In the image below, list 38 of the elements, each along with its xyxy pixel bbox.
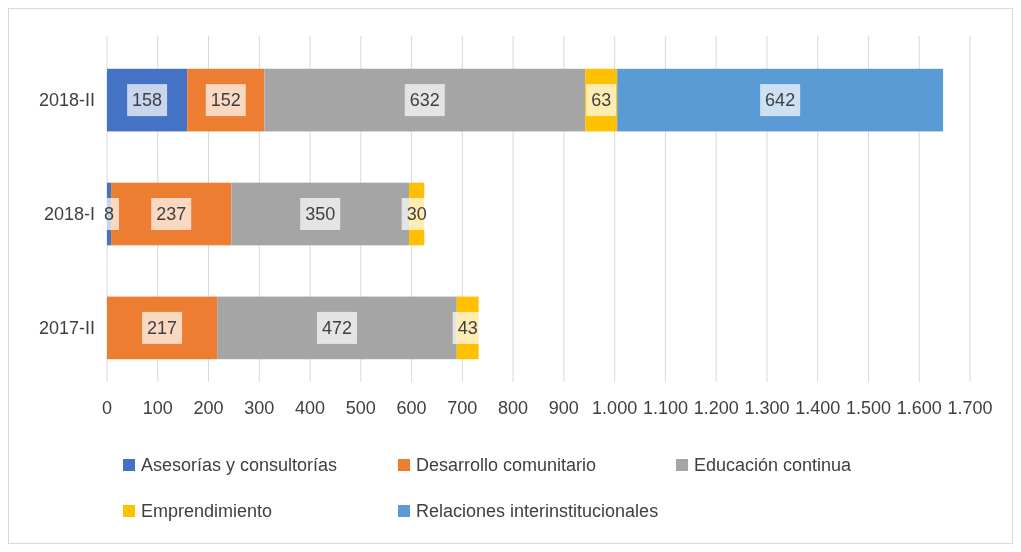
- data-label: 217: [147, 318, 178, 339]
- x-tick-label: 1.300: [744, 398, 790, 418]
- x-tick-label: 1.600: [896, 398, 942, 418]
- legend-label: Desarrollo comunitario: [416, 455, 597, 476]
- data-label: 152: [210, 90, 241, 111]
- data-label: 642: [765, 90, 796, 111]
- x-tick-label: 600: [396, 398, 427, 418]
- x-tick-label: 0: [101, 398, 113, 418]
- x-tick-label: 800: [498, 398, 529, 418]
- legend-label: Emprendimiento: [141, 501, 273, 522]
- legend-label: Asesorías y consultorías: [141, 455, 338, 476]
- x-tick-label: 400: [295, 398, 326, 418]
- x-tick-label: 1.000: [592, 398, 638, 418]
- x-tick-label: 1.100: [642, 398, 688, 418]
- y-tick-label: 2017-II: [38, 318, 95, 339]
- y-tick-label: 2018-II: [38, 90, 95, 111]
- data-label: 63: [591, 90, 612, 111]
- x-tick-label: 500: [345, 398, 376, 418]
- data-label: 30: [406, 204, 427, 225]
- data-label: 8: [104, 204, 115, 225]
- y-tick-label: 2018-I: [43, 204, 95, 225]
- legend-label: Educación continua: [694, 455, 853, 476]
- x-tick-label: 700: [447, 398, 478, 418]
- x-tick-label: 900: [548, 398, 579, 418]
- x-tick-label: 100: [142, 398, 173, 418]
- data-label: 237: [156, 204, 187, 225]
- x-tick-label: 1.200: [693, 398, 739, 418]
- data-label: 632: [409, 90, 440, 111]
- data-label: 158: [132, 90, 163, 111]
- x-tick-label: 1.700: [947, 398, 993, 418]
- legend-label: Relaciones interinstitucionales: [416, 501, 659, 522]
- data-label: 350: [305, 204, 336, 225]
- x-tick-label: 300: [244, 398, 275, 418]
- x-tick-label: 1.400: [795, 398, 841, 418]
- x-tick-label: 1.500: [845, 398, 891, 418]
- data-label: 43: [457, 318, 478, 339]
- data-label: 472: [321, 318, 352, 339]
- x-tick-label: 200: [193, 398, 224, 418]
